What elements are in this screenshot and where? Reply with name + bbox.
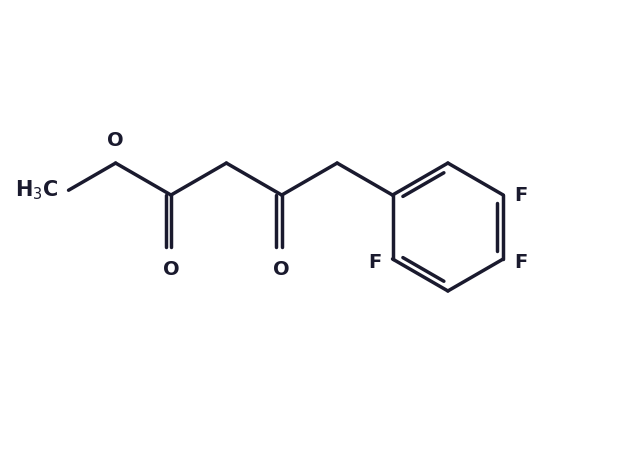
Text: H$_3$C: H$_3$C [15,179,59,202]
Text: F: F [514,253,527,272]
Text: F: F [369,253,382,272]
Text: F: F [514,186,527,204]
Text: O: O [163,260,179,279]
Text: O: O [273,260,290,279]
Text: O: O [108,131,124,150]
